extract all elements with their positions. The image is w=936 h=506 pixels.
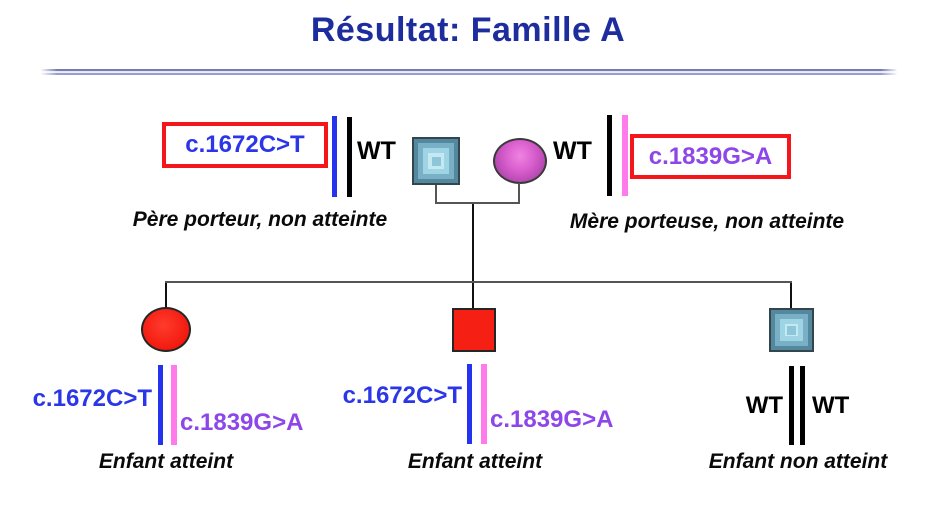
- child-3-allele2-label: WT: [812, 392, 850, 419]
- father-carrier-male-icon: [412, 137, 460, 185]
- father-allele-bar-wt: [347, 117, 352, 197]
- child-1-drop-line: [165, 283, 167, 308]
- mother-allele-bar-mutant: [622, 115, 628, 196]
- mother-caption: Mère porteuse, non atteinte: [569, 210, 845, 233]
- child-3-allele1-label: WT: [745, 392, 783, 419]
- mother-descent-line: [518, 183, 520, 203]
- child-2-affected-male-icon: [452, 308, 496, 352]
- child-2-caption: Enfant atteint: [407, 450, 543, 473]
- child-1-allele-bar-maternal: [171, 365, 177, 445]
- mother-wt-label: WT: [553, 137, 592, 165]
- mother-mutation-box: c.1839G>A: [630, 134, 791, 179]
- child-1-affected-female-icon: [141, 307, 191, 352]
- father-wt-label: WT: [357, 137, 396, 165]
- father-symbol-layer: [431, 156, 441, 166]
- child-2-allele1-label: c.1672C>T: [342, 382, 462, 409]
- child-1-allele1-label: c.1672C>T: [32, 385, 152, 412]
- child-2-allele-bar-paternal: [467, 364, 472, 444]
- title-divider: [40, 69, 898, 75]
- child-3-symbol-layer: [787, 325, 796, 335]
- sibship-line: [165, 281, 792, 283]
- couple-line: [435, 202, 520, 204]
- child-2-allele2-label: c.1839G>A: [490, 406, 614, 433]
- father-allele-bar-mutant: [332, 116, 337, 197]
- father-caption: Père porteur, non atteinte: [132, 208, 388, 231]
- mating-descent-line: [472, 204, 474, 283]
- child-2-allele-bar-maternal: [481, 364, 487, 444]
- page-title: Résultat: Famille A: [310, 11, 626, 49]
- father-allele1-label: c.1672C>T: [185, 131, 305, 158]
- mother-allele-bar-wt: [607, 115, 612, 196]
- child-3-allele-bar-maternal: [800, 366, 805, 445]
- child-2-drop-line: [472, 283, 474, 308]
- father-descent-line: [435, 185, 437, 203]
- child-3-allele-bar-paternal: [789, 366, 794, 445]
- child-1-allele-bar-paternal: [158, 365, 163, 445]
- child-3-drop-line: [790, 283, 792, 308]
- child-3-unaffected-male-icon: [769, 308, 814, 352]
- child-1-allele2-label: c.1839G>A: [180, 409, 304, 436]
- mother-allele2-label: c.1839G>A: [648, 142, 773, 170]
- child-1-caption: Enfant atteint: [98, 450, 234, 473]
- mother-carrier-female-icon: [493, 138, 547, 184]
- child-3-caption: Enfant non atteint: [708, 450, 888, 473]
- father-mutation-box: c.1672C>T: [162, 122, 328, 168]
